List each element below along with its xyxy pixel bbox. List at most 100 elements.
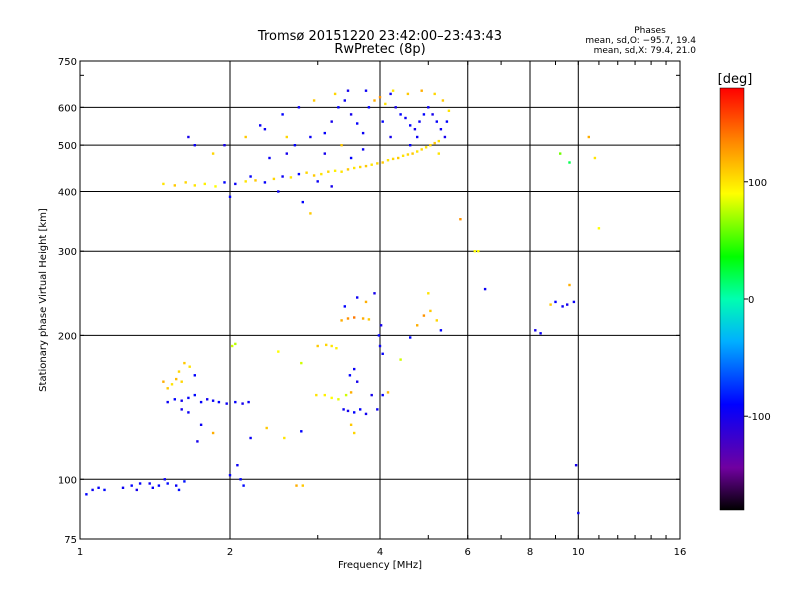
scatter-point <box>342 408 345 411</box>
scatter-point <box>353 431 356 435</box>
scatter-point <box>389 92 392 96</box>
scatter-point <box>283 436 286 440</box>
scatter-point <box>312 174 316 177</box>
scatter-point <box>422 314 426 317</box>
y-tick-label: 75 <box>64 535 77 546</box>
scatter-point <box>234 400 237 404</box>
colorbar-ticks: 100 0 -100 <box>744 178 771 423</box>
chart-subtitle: RwPretec (8p) <box>334 42 425 57</box>
scatter-point <box>193 144 196 147</box>
x-tick-label: 6 <box>465 547 471 558</box>
scatter-point <box>180 399 183 402</box>
scatter-point <box>295 484 298 487</box>
scatter-point <box>97 486 100 489</box>
scatter-point <box>199 423 203 426</box>
scatter-point <box>193 184 196 187</box>
scatter-point <box>353 367 356 371</box>
scatter-point <box>447 109 451 112</box>
scatter-point <box>356 122 359 125</box>
scatter-point <box>346 89 350 92</box>
scatter-point <box>211 152 215 155</box>
scatter-point <box>399 113 402 116</box>
colorbar-label: [deg] <box>718 72 753 87</box>
scatter-point <box>370 163 373 166</box>
scatter-point <box>597 227 601 230</box>
scatter-point <box>568 283 571 287</box>
scatter-point <box>135 488 138 492</box>
scatter-point <box>386 391 390 394</box>
scatter-point <box>349 156 353 160</box>
scatter-point <box>568 161 571 164</box>
scatter-point <box>416 324 419 327</box>
scatter-point <box>265 426 268 430</box>
scatter-point <box>242 484 245 487</box>
scatter-point <box>381 161 384 164</box>
scatter-point <box>103 488 106 492</box>
scatter-point <box>587 135 590 139</box>
scatter-point <box>297 172 301 176</box>
scatter-point <box>349 391 353 394</box>
scatter-point <box>187 411 190 414</box>
scatter-point <box>244 135 247 139</box>
scatter-point <box>359 408 362 411</box>
scatter-point <box>177 370 181 373</box>
scatter-point <box>175 377 178 381</box>
scatter-point <box>211 431 215 435</box>
scatter-point <box>327 170 330 173</box>
scatter-point <box>249 175 252 178</box>
scatter-point <box>323 152 326 155</box>
scatter-point <box>346 409 350 413</box>
scatter-point <box>361 317 365 320</box>
scatter-point <box>381 393 384 397</box>
scatter-point <box>359 165 362 169</box>
colorbar <box>719 87 745 511</box>
scatter-point <box>239 478 242 481</box>
scatter-point <box>443 135 447 139</box>
scatter-point <box>228 474 232 477</box>
scatter-point <box>301 484 304 487</box>
scatter-point <box>333 92 337 96</box>
stats-heading: Phases <box>634 26 666 36</box>
scatter-point <box>349 113 353 116</box>
scatter-point <box>483 287 487 291</box>
scatter-point <box>429 144 432 147</box>
scatter-point <box>361 148 365 151</box>
scatter-point <box>379 324 383 327</box>
scatter-point <box>554 300 557 304</box>
scatter-point <box>431 113 434 116</box>
scatter-point <box>340 319 343 322</box>
scatter-point <box>340 170 343 173</box>
x-tick-label: 10 <box>572 547 585 558</box>
scatter-point <box>193 393 196 397</box>
scatter-point <box>411 152 414 155</box>
scatter-point <box>441 99 445 102</box>
scatter-point <box>534 329 537 332</box>
scatter-point <box>249 436 252 440</box>
chart-title: Tromsø 20151220 23:42:00–23:43:43 <box>257 29 502 44</box>
scatter-point <box>297 106 301 109</box>
scatter-point <box>234 342 237 346</box>
scatter-point <box>422 113 426 116</box>
y-tick-label: 750 <box>58 57 77 68</box>
scatter-point <box>593 156 597 160</box>
scatter-point <box>344 393 348 397</box>
colorbar-tick-label: 100 <box>748 178 767 189</box>
scatter-point <box>394 106 397 109</box>
scatter-point <box>325 343 328 347</box>
scatter-point <box>289 176 293 179</box>
scatter-point <box>364 300 368 304</box>
scatter-point <box>193 374 196 377</box>
scatter-point <box>121 486 125 489</box>
scatter-point <box>399 358 402 361</box>
scatter-point <box>420 89 423 92</box>
x-axis-label: Frequency [MHz] <box>338 560 422 571</box>
scatter-point <box>439 329 443 332</box>
scatter-point <box>549 303 552 306</box>
scatter-point <box>293 144 297 147</box>
scatter-point <box>437 152 440 155</box>
scatter-point <box>386 159 390 162</box>
scatter-point <box>435 319 438 322</box>
x-tick-label: 1 <box>77 547 83 558</box>
scatter-point <box>406 153 410 156</box>
